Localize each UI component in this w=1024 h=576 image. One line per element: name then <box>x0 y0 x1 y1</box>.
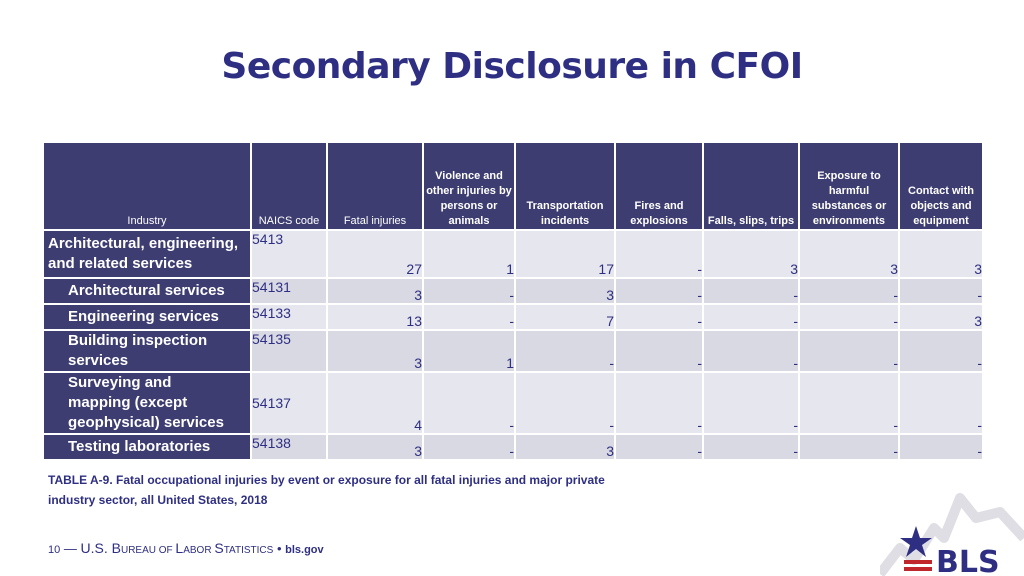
page-title: Secondary Disclosure in CFOI <box>221 46 803 87</box>
value-cell: 7 <box>514 303 616 331</box>
value-cell: - <box>422 303 516 331</box>
footer-dash: — <box>63 541 77 556</box>
value-cell: 3 <box>898 229 984 279</box>
value-cell: 13 <box>326 303 424 331</box>
naics-cell: 54137 <box>250 371 328 435</box>
value-cell: - <box>702 303 800 331</box>
value-cell: - <box>702 277 800 305</box>
naics-cell: 54131 <box>250 277 328 305</box>
value-cell: - <box>614 277 704 305</box>
value-cell: - <box>702 329 800 373</box>
footer-separator: • <box>276 541 282 556</box>
header-contact: Contact with objects and equipment <box>898 141 984 231</box>
value-cell: - <box>798 329 900 373</box>
naics-cell: 5413 <box>250 229 328 279</box>
value-cell: 27 <box>326 229 424 279</box>
value-cell: - <box>898 329 984 373</box>
naics-cell: 54133 <box>250 303 328 331</box>
header-fatal-injuries: Fatal injuries <box>326 141 424 231</box>
value-cell: 3 <box>898 303 984 331</box>
value-cell: 3 <box>326 329 424 373</box>
star-icon <box>900 526 932 557</box>
value-cell: - <box>798 371 900 435</box>
industry-cell: Architectural services <box>42 277 252 305</box>
value-cell: - <box>614 433 704 461</box>
table-caption: TABLE A-9. Fatal occupational injuries b… <box>48 473 605 507</box>
value-cell: 3 <box>514 277 616 305</box>
value-cell: - <box>898 433 984 461</box>
value-cell: - <box>898 371 984 435</box>
value-cell: - <box>514 329 616 373</box>
table-row: Architectural, engineering, and related … <box>42 229 984 279</box>
industry-cell: Architectural, engineering, and related … <box>42 229 252 279</box>
table-row: Engineering services 54133 13 - 7 - - - … <box>42 303 984 331</box>
industry-cell: Engineering services <box>42 303 252 331</box>
header-exposure: Exposure to harmful substances or enviro… <box>798 141 900 231</box>
table-row: Testing laboratories 54138 3 - 3 - - - - <box>42 433 984 461</box>
value-cell: - <box>614 229 704 279</box>
header-falls: Falls, slips, trips <box>702 141 800 231</box>
value-cell: - <box>702 371 800 435</box>
value-cell: - <box>798 277 900 305</box>
footer-site-link[interactable]: bls.gov <box>285 544 324 556</box>
value-cell: - <box>422 277 516 305</box>
value-cell: - <box>422 371 516 435</box>
value-cell: 17 <box>514 229 616 279</box>
value-cell: 1 <box>422 329 516 373</box>
value-cell: - <box>798 433 900 461</box>
header-transportation: Transportation incidents <box>514 141 616 231</box>
naics-cell: 54135 <box>250 329 328 373</box>
value-cell: - <box>702 433 800 461</box>
footer: 10 — U.S. BUREAU OF LABOR STATISTICS • b… <box>48 540 324 556</box>
value-cell: - <box>614 371 704 435</box>
value-cell: 3 <box>326 433 424 461</box>
industry-cell: Building inspection services <box>42 329 252 373</box>
value-cell: - <box>898 277 984 305</box>
industry-cell: Surveying and mapping (except geophysica… <box>42 371 252 435</box>
bls-logo-text: BLS <box>936 545 1000 576</box>
bls-logo: BLS <box>880 493 1024 576</box>
industry-cell: Testing laboratories <box>42 433 252 461</box>
header-industry: Industry <box>42 141 252 231</box>
header-fires: Fires and explosions <box>614 141 704 231</box>
fatal-injuries-table: Industry NAICS code Fatal injuries Viole… <box>42 141 984 461</box>
table-row: Architectural services 54131 3 - 3 - - -… <box>42 277 984 305</box>
value-cell: 3 <box>702 229 800 279</box>
value-cell: 3 <box>798 229 900 279</box>
value-cell: 3 <box>514 433 616 461</box>
table-row: Surveying and mapping (except geophysica… <box>42 371 984 435</box>
value-cell: - <box>422 433 516 461</box>
naics-cell: 54138 <box>250 433 328 461</box>
value-cell: - <box>514 371 616 435</box>
value-cell: 3 <box>326 277 424 305</box>
footer-org: U.S. BUREAU OF LABOR STATISTICS <box>80 540 274 556</box>
value-cell: 4 <box>326 371 424 435</box>
page-number: 10 <box>48 544 61 556</box>
value-cell: - <box>798 303 900 331</box>
table-row: Building inspection services 54135 3 1 -… <box>42 329 984 373</box>
header-violence: Violence and other injuries by persons o… <box>422 141 516 231</box>
value-cell: - <box>614 303 704 331</box>
header-naics-code: NAICS code <box>250 141 328 231</box>
value-cell: - <box>614 329 704 373</box>
value-cell: 1 <box>422 229 516 279</box>
